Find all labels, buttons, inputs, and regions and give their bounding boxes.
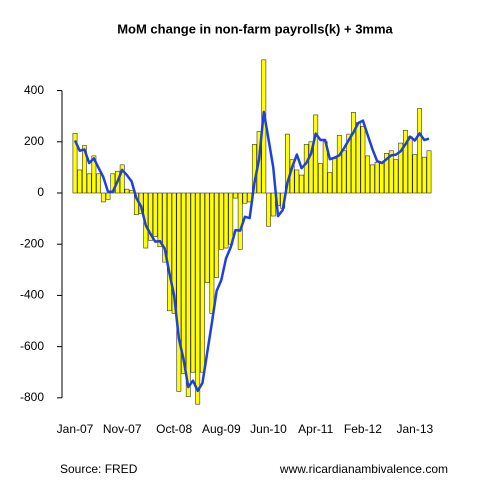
- bar: [72, 133, 78, 194]
- x-tick-label: Nov-07: [103, 422, 142, 436]
- bar: [402, 129, 408, 194]
- y-tick-label: 200: [24, 134, 44, 148]
- x-tick-label: Jan-13: [396, 422, 433, 436]
- bar: [209, 192, 215, 314]
- chart-title: MoM change in non-farm payrolls(k) + 3mm…: [117, 21, 393, 36]
- bar: [294, 169, 300, 194]
- bar: [171, 192, 177, 314]
- bar: [105, 192, 111, 200]
- bar: [299, 174, 304, 194]
- bar: [214, 192, 219, 278]
- bar: [417, 108, 422, 194]
- bar: [313, 114, 319, 194]
- bar: [237, 192, 243, 250]
- bar: [303, 144, 309, 194]
- y-tick-label: -800: [20, 390, 44, 404]
- bar: [200, 192, 205, 373]
- bar: [233, 192, 238, 199]
- bar: [162, 192, 168, 263]
- bar: [218, 192, 224, 250]
- bar: [407, 136, 413, 194]
- bar: [421, 156, 427, 194]
- bar: [195, 192, 201, 405]
- bar: [124, 188, 130, 194]
- bar: [355, 122, 361, 194]
- bar: [77, 169, 83, 194]
- x-tick-label: Oct-08: [156, 422, 192, 436]
- bar: [308, 141, 314, 194]
- bar: [157, 192, 163, 248]
- bar: [91, 155, 97, 194]
- line: [73, 110, 430, 393]
- bar: [336, 135, 342, 194]
- bar: [242, 192, 248, 204]
- x-tick-label: Aug-09: [202, 422, 241, 436]
- x-tick-label: Feb-12: [344, 422, 382, 436]
- bar: [379, 161, 385, 194]
- y-tick-label: 0: [37, 185, 44, 199]
- bar: [365, 155, 371, 194]
- bar: [332, 158, 337, 194]
- bar: [228, 192, 234, 245]
- bar: [341, 150, 347, 194]
- bar: [426, 150, 432, 194]
- bar: [119, 164, 125, 194]
- website: www.ricardianambivalence.com: [279, 462, 448, 476]
- bar: [318, 163, 323, 194]
- bar: [346, 133, 352, 194]
- bar: [270, 192, 276, 217]
- bar: [327, 172, 333, 194]
- bar: [284, 133, 290, 194]
- bar: [388, 150, 394, 194]
- bar: [86, 173, 92, 194]
- y-tick-label: -400: [20, 288, 44, 302]
- bar: [204, 192, 210, 283]
- x-tick-label: Apr-11: [298, 422, 333, 436]
- bar: [96, 173, 101, 194]
- bar: [351, 112, 356, 194]
- y-tick-label: 400: [24, 83, 44, 97]
- bar: [190, 192, 196, 373]
- bar: [266, 192, 271, 227]
- y-tick-label: -200: [20, 236, 44, 250]
- bar: [148, 192, 153, 241]
- bar: [82, 145, 87, 194]
- bar: [110, 173, 116, 194]
- bar: [223, 192, 229, 249]
- bar: [369, 164, 375, 194]
- bar: [185, 192, 191, 397]
- bar: [374, 161, 380, 194]
- bar: [152, 192, 158, 237]
- bar: [181, 192, 186, 374]
- bar: [412, 154, 418, 194]
- source: Source: FRED: [60, 462, 138, 476]
- x-tick-label: Jan-07: [57, 422, 94, 436]
- y-tick-label: -600: [20, 339, 44, 353]
- bar: [384, 153, 389, 194]
- bar: [176, 192, 182, 392]
- bar: [398, 142, 404, 194]
- bar: [100, 192, 106, 203]
- bar: [360, 126, 366, 194]
- bar: [167, 192, 172, 312]
- x-tick-label: Jun-10: [250, 422, 287, 436]
- bar: [393, 159, 399, 194]
